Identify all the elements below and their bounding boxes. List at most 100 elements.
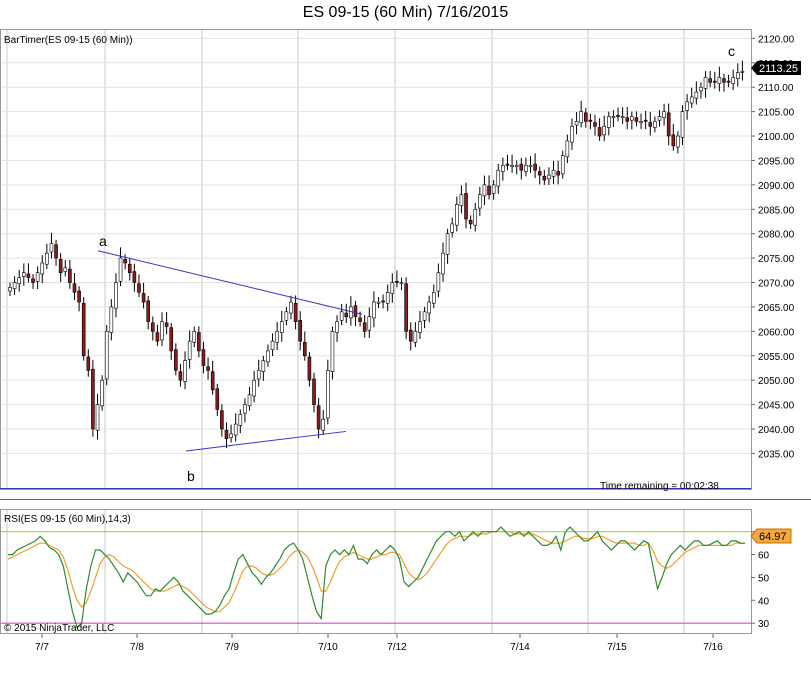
candle-body [307,356,312,381]
candle-body [579,111,583,123]
candle-body [662,111,666,119]
candle-body [252,379,256,397]
candle-body [408,329,413,342]
annotation-c: c [728,43,735,59]
candle-body [703,77,708,89]
candlestick-series[interactable] [8,60,745,449]
rsi-line [8,526,746,629]
candle-body [620,116,625,119]
y-tick-label: 2120.00 [758,34,795,45]
price-axis: 2035.00 2040.00 2045.00 2050.00 2055.00 2060.… [751,34,795,460]
y-tick-label: 2040.00 [758,425,795,436]
candle-body [372,301,376,319]
candle-body [243,404,247,414]
y-tick-label: 2065.00 [758,303,795,314]
candle-body [722,78,726,83]
candle-body [676,135,680,148]
candle-body [150,322,155,332]
candle-body [634,117,639,122]
candle-body [556,171,560,176]
candle-body [478,194,482,209]
candle-body [35,272,40,282]
candle-body [17,277,22,285]
candle-body [404,283,408,332]
last-price-badge: 2113.25 [751,61,801,75]
candle-body [643,119,648,122]
candle-body [501,165,505,172]
candle-body [58,259,63,274]
candle-body [657,116,662,121]
candle-body [496,169,501,187]
price-panel-frame [0,29,752,490]
candle-body [302,342,307,357]
candle-body [588,119,593,122]
candle-body [607,116,611,128]
y-tick-label: 2060.00 [758,327,795,338]
candle-body [583,112,588,122]
candle-body [220,410,224,430]
candle-body [284,311,289,321]
candle-body [279,321,284,333]
x-tick-label: 7/12 [387,642,407,653]
candle-body [146,300,150,322]
candle-body [261,360,266,372]
candle-body [381,300,385,303]
candle-body [551,169,556,177]
candle-body [206,366,210,371]
candle-body [100,379,104,407]
candle-body [114,282,118,309]
candle-body [210,371,215,391]
x-tick-label: 7/14 [510,642,530,653]
candle-body [275,331,279,343]
candle-body [611,116,616,119]
candle-body [169,327,174,352]
candle-body [570,125,574,143]
candle-body [256,370,261,380]
rsi-tick-label: 60 [758,551,770,562]
candle-body [344,312,349,317]
x-tick-label: 7/16 [703,642,723,653]
candle-body [183,360,187,382]
y-tick-label: 2105.00 [758,108,795,119]
candle-body [224,429,229,440]
candle-body [671,134,676,147]
candle-body [487,185,491,195]
candle-body [127,263,132,274]
candle-body [353,305,358,317]
candle-body [427,301,431,314]
candle-body [233,423,238,436]
y-tick-label: 2075.00 [758,254,795,265]
candle-body [270,340,275,350]
candle-body [639,121,643,123]
candle-body [537,171,542,176]
candle-body [54,244,58,259]
y-tick-label: 2035.00 [758,449,795,460]
candle-body [95,404,100,431]
candle-body [593,122,597,127]
candle-body [418,321,422,333]
candle-body [201,349,206,366]
chart-title: ES 09-15 (60 Min) 7/16/2015 [302,4,509,21]
candle-body [514,165,519,167]
rsi-label: RSI(ES 09-15 (60 Min),14,3) [4,514,131,525]
grid-layer [1,30,751,633]
candle-body [685,101,689,111]
candle-body [560,155,565,175]
candle-body [533,163,537,171]
candle-body [519,163,524,171]
candle-body [362,322,367,332]
y-tick-label: 2110.00 [758,83,794,94]
time-remaining: Time remaining = 00:02:38 [600,481,719,492]
rsi-value: 64.97 [759,531,787,543]
candle-body [482,184,487,197]
candle-body [68,268,72,283]
candle-body [455,204,459,226]
candle-body [708,78,712,83]
rsi-tick-label: 50 [758,573,770,584]
candle-body [597,127,602,137]
x-tick-label: 7/15 [607,642,627,653]
candle-body [510,165,514,167]
rsi-series[interactable] [7,526,746,629]
candle-body [468,219,473,225]
